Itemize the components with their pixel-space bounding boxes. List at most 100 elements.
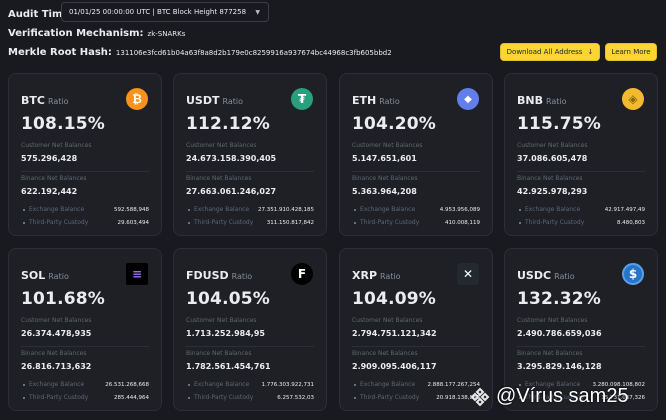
custody-row: Third-Party Custody 311.150.817,842 — [188, 219, 314, 226]
customer-balances-label: Customer Net Balances — [517, 317, 588, 324]
divider — [21, 346, 149, 347]
exchange-balance-label: Exchange Balance — [525, 381, 581, 388]
solana-icon: ≡ — [126, 263, 148, 285]
binance-balances-value: 5.363.964,208 — [352, 187, 417, 196]
binance-balances-label: Binance Net Balances — [352, 175, 418, 182]
custody-row: Third-Party Custody 29.603,494 — [23, 219, 149, 226]
bullet-icon — [519, 396, 521, 399]
exchange-balance-row: Exchange Balance 4.953.956,089 — [354, 206, 480, 213]
customer-balances-value: 2.794.751.121,342 — [352, 329, 437, 338]
xrp-icon: ✕ — [457, 263, 479, 285]
divider — [21, 171, 149, 172]
asset-symbol: ETH — [352, 94, 377, 107]
exchange-balance-value: 3.280.098.108,802 — [592, 381, 645, 388]
fdusd-icon: F — [291, 263, 313, 285]
bullet-icon — [188, 396, 190, 399]
asset-card-usdc: USDC Ratio $ 132.32% Customer Net Balance… — [504, 248, 658, 411]
exchange-balance-value: 4.953.956,089 — [439, 206, 480, 213]
exchange-balance-label: Exchange Balance — [29, 206, 85, 213]
bullet-icon — [188, 383, 190, 386]
binance-balances-value: 42.925.978,293 — [517, 187, 588, 196]
ratio-label: Ratio — [222, 97, 244, 106]
audit-time-value: 01/01/25 00:00:00 UTC | BTC Block Height… — [69, 8, 247, 16]
custody-row: Third-Party Custody 6.257.532,03 — [188, 394, 314, 401]
chevron-down-icon: ▼ — [255, 9, 260, 16]
custody-value: 8.480,803 — [617, 219, 645, 226]
bullet-icon — [354, 221, 356, 224]
exchange-balance-row: Exchange Balance 3.280.098.108,802 — [519, 381, 645, 388]
binance-balances-value: 2.909.095.406,117 — [352, 362, 437, 371]
customer-balances-value: 575.296,428 — [21, 154, 78, 163]
exchange-balance-value: 1.776.303.922,731 — [261, 381, 314, 388]
bullet-icon — [188, 221, 190, 224]
custody-row: Third-Party Custody 20.918.138,863 — [354, 394, 480, 401]
bnb-icon: ◈ — [622, 88, 644, 110]
bullet-icon — [354, 383, 356, 386]
ratio-label: Ratio — [379, 97, 400, 106]
asset-symbol: USDT — [186, 94, 220, 107]
audit-time-select[interactable]: 01/01/25 00:00:00 UTC | BTC Block Height… — [61, 2, 269, 22]
binance-balances-value: 622.192,442 — [21, 187, 78, 196]
exchange-balance-row: Exchange Balance 592.588,948 — [23, 206, 149, 213]
customer-balances-value: 37.086.605,478 — [517, 154, 588, 163]
binance-balances-label: Binance Net Balances — [517, 175, 583, 182]
ratio-value: 112.12% — [186, 114, 271, 134]
bullet-icon — [23, 396, 25, 399]
asset-card-xrp: XRP Ratio ✕ 104.09% Customer Net Balances… — [339, 248, 493, 411]
merkle-value: 131106e3fcd61b04a63f8a8d2b179e0c8259916a… — [115, 49, 392, 57]
custody-row: Third-Party Custody 410.008,119 — [354, 219, 480, 226]
custody-label: Third-Party Custody — [194, 219, 254, 226]
asset-symbol: XRP — [352, 269, 378, 282]
bullet-icon — [354, 396, 356, 399]
binance-balances-label: Binance Net Balances — [21, 350, 87, 357]
asset-card-bnb: BNB Ratio ◈ 115.75% Customer Net Balances… — [504, 73, 658, 236]
asset-symbol: SOL — [21, 269, 46, 282]
binance-balances-label: Binance Net Balances — [186, 350, 252, 357]
asset-card-fdusd: FDUSD Ratio F 104.05% Customer Net Balanc… — [173, 248, 327, 411]
download-icon: ↓ — [587, 48, 594, 56]
custody-label: Third-Party Custody — [360, 219, 420, 226]
learn-more-button[interactable]: Learn More — [605, 43, 657, 61]
download-all-address-button[interactable]: Download All Address ↓ — [500, 43, 600, 61]
binance-balances-label: Binance Net Balances — [21, 175, 87, 182]
asset-symbol: FDUSD — [186, 269, 229, 282]
customer-balances-label: Customer Net Balances — [517, 142, 588, 149]
exchange-balance-row: Exchange Balance 1.776.303.922,731 — [188, 381, 314, 388]
audit-time-row: Audit Time — [8, 2, 69, 26]
exchange-balance-label: Exchange Balance — [360, 206, 416, 213]
exchange-balance-row: Exchange Balance 26.531.268,668 — [23, 381, 149, 388]
custody-label: Third-Party Custody — [194, 394, 254, 401]
custody-row: Third-Party Custody 15.731.037,326 — [519, 394, 645, 401]
asset-symbol: BNB — [517, 94, 543, 107]
divider — [352, 346, 480, 347]
custody-label: Third-Party Custody — [29, 394, 89, 401]
merkle-row: Merkle Root Hash: 131106e3fcd61b04a63f8a… — [8, 47, 392, 58]
ethereum-icon: ◆ — [457, 88, 479, 110]
customer-balances-label: Customer Net Balances — [352, 142, 423, 149]
bullet-icon — [354, 208, 356, 211]
exchange-balance-value: 27.351.910.428,185 — [258, 206, 314, 213]
custody-row: Third-Party Custody 8.480,803 — [519, 219, 645, 226]
exchange-balance-label: Exchange Balance — [360, 381, 416, 388]
divider — [352, 171, 480, 172]
ratio-value: 132.32% — [517, 289, 602, 309]
binance-balances-value: 1.782.561.454,761 — [186, 362, 271, 371]
customer-balances-label: Customer Net Balances — [21, 142, 92, 149]
bullet-icon — [519, 208, 521, 211]
ratio-label: Ratio — [554, 272, 575, 281]
customer-balances-value: 5.147.651,601 — [352, 154, 417, 163]
custody-label: Third-Party Custody — [360, 394, 420, 401]
ratio-label: Ratio — [380, 272, 401, 281]
exchange-balance-row: Exchange Balance 42.917.497,49 — [519, 206, 645, 213]
exchange-balance-label: Exchange Balance — [194, 381, 250, 388]
audit-time-label: Audit Time — [8, 8, 70, 20]
custody-value: 311.150.817,842 — [266, 219, 314, 226]
exchange-balance-value: 42.917.497,49 — [604, 206, 645, 213]
customer-balances-label: Customer Net Balances — [352, 317, 423, 324]
customer-balances-label: Customer Net Balances — [21, 317, 92, 324]
exchange-balance-label: Exchange Balance — [525, 206, 581, 213]
usdc-icon: $ — [622, 263, 644, 285]
ratio-label: Ratio — [47, 97, 69, 106]
learn-more-label: Learn More — [611, 48, 651, 56]
asset-cards-grid: BTC Ratio ₿ 108.15% Customer Net Balances… — [8, 73, 658, 413]
